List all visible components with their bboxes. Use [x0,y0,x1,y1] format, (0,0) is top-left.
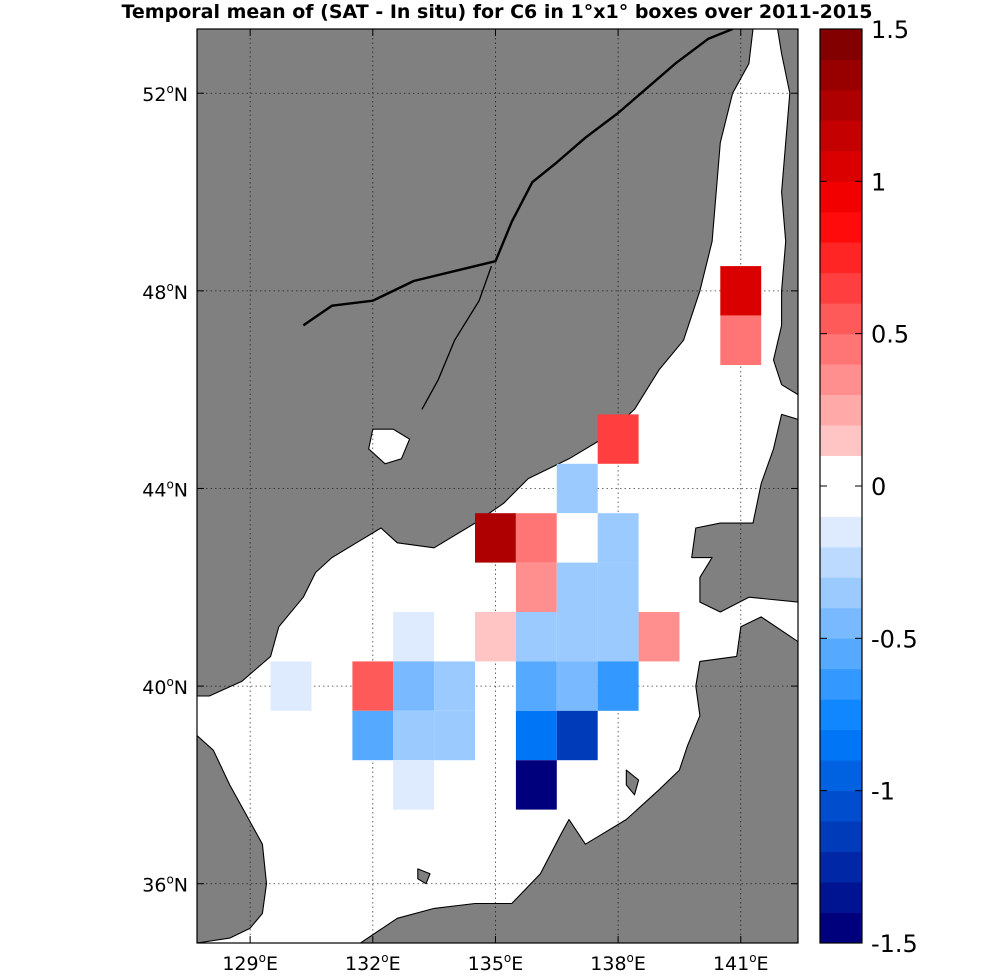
cell-137E-41N [556,612,598,662]
cell-139E-41N [638,612,680,662]
colorbar-segment [820,303,862,335]
colorbar-segment [820,486,862,517]
cell-137E-42N [556,562,598,612]
cell-133E-41N [393,612,435,662]
cell-138E-41N [597,612,639,662]
cell-141E-47N [720,315,762,365]
colorbar-tick-label: -0.5 [871,625,918,653]
land-asia-mainland [197,29,754,697]
colorbar-segment [820,699,862,731]
colorbar-tick-label: -1.5 [871,930,918,958]
colorbar-tick-label: 1.5 [871,16,909,44]
cell-132E-40N [352,661,394,711]
colorbar-segment [820,516,862,548]
land-sado-island [625,769,640,796]
colorbar-tick-label: 1 [871,168,886,196]
lon-tick-label-132: 132oE [345,951,401,975]
cell-134E-39N [434,710,475,761]
cell-136E-40N [515,661,557,711]
cell-137E-39N [556,710,598,761]
colorbar-segment [820,59,862,91]
axis-ticks: 129oE 132oE 135oE 138oE 141oE 36oN 40oN 44oN 48o… [142,29,798,975]
colorbar-segment [820,577,862,609]
colorbar-segment [820,668,862,700]
colorbar-segment [820,851,862,883]
colorbar-tick-label: 0.5 [871,321,909,349]
river-amur [302,29,734,327]
land-honshu [359,616,798,943]
colorbar-segment [820,760,862,792]
land-korea-south [197,734,268,943]
colorbar-segment [820,546,862,578]
colorbar-segment [820,455,862,487]
colorbar-segment [820,729,862,761]
colorbar-segment [820,394,862,426]
land-oki-islands [417,868,431,885]
lat-tick-label-44: 44oN [142,477,188,501]
colorbar-segment [820,882,862,913]
lon-tick-label-129: 129oE [222,951,278,975]
colorbar-segment [820,912,862,944]
lat-tick-label-52: 52oN [142,82,188,106]
land-hokkaido [691,413,798,613]
cell-132E-39N [352,710,394,761]
lat-tick-label-40: 40oN [142,675,188,699]
colorbar-segment [820,120,862,152]
map-panel [197,29,798,943]
colorbar-segment [820,29,862,60]
cell-135E-41N [475,612,516,662]
cell-130E-40N [270,661,312,711]
cell-136E-38N [515,760,557,810]
colorbar-segment [820,272,862,304]
colorbar-segment [820,333,862,365]
river-ussuri [421,265,493,410]
colorbar-segment [820,242,862,274]
cell-138E-42N [597,562,639,612]
colorbar-segment [820,607,862,639]
cell-138E-40N [597,661,639,711]
colorbar: 1.5 1 0.5 0 -0.5 -1 -1.5 [819,16,918,958]
colorbar-segment [820,181,862,213]
colorbar-tick-label: 0 [871,473,886,501]
colorbar-segment [820,211,862,243]
cell-141E-48N [720,266,762,316]
colorbar-tick-label: -1 [871,778,895,806]
lat-tick-label-36: 36oN [142,873,188,897]
lake-khanka [368,428,411,465]
colorbar-segment [820,364,862,395]
colorbar-segment [820,790,862,822]
lon-tick-label-135: 135oE [468,951,524,975]
rivers [302,29,734,410]
colorbar-segment [820,821,862,852]
colorbar-segment [820,89,862,121]
lon-tick-label-138: 138oE [590,951,646,975]
map-frame [196,28,799,944]
cell-136E-41N [515,612,557,662]
lon-tick-label-141: 141oE [713,951,769,975]
cell-137E-40N [556,661,598,711]
cell-135E-43N [475,513,516,563]
cell-136E-43N [515,513,557,563]
land-masses [197,29,798,943]
chart-title: Temporal mean of (SAT - In situ) for C6 … [121,1,873,23]
data-cells [270,266,762,810]
cell-133E-38N [393,760,435,810]
land-sakhalin [772,29,798,396]
cell-137E-44N [556,463,598,514]
cell-136E-39N [515,710,557,761]
cell-133E-39N [393,710,435,761]
cell-133E-40N [393,661,435,711]
cell-138E-43N [597,513,639,563]
cell-138E-45N [597,414,639,464]
cell-134E-40N [434,661,475,711]
cell-136E-42N [515,562,557,612]
lat-tick-label-48: 48oN [142,280,188,304]
cell-137E-43N [556,513,598,563]
colorbar-segment [820,638,862,670]
colorbar-segment [820,150,862,182]
colorbar-segment [820,425,862,456]
